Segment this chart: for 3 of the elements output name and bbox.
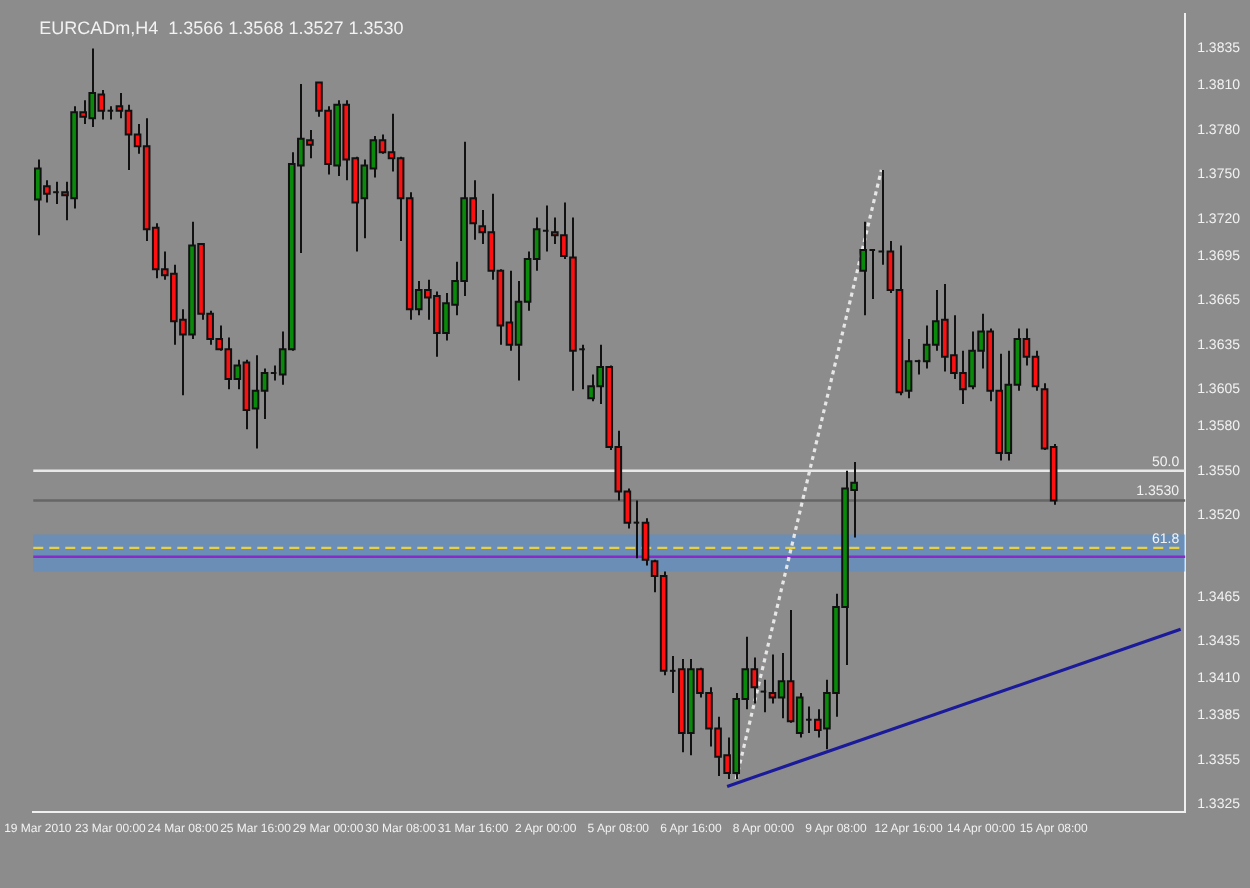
candlestick [632,499,641,560]
chart-title: EURCADm,H4 1.3566 1.3568 1.3527 1.3530 [39,18,404,39]
candlestick [759,678,768,714]
